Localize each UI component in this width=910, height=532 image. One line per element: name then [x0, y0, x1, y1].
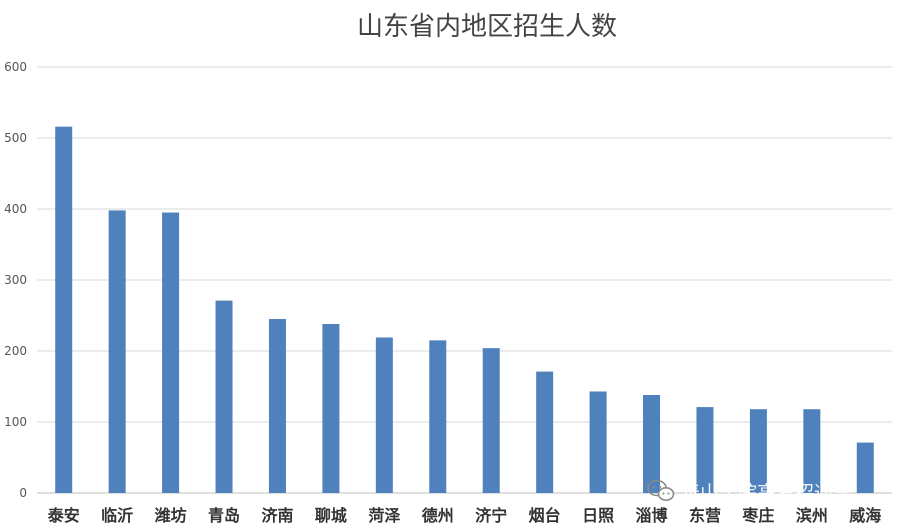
- bar: [55, 126, 73, 493]
- gridlines: [37, 66, 892, 494]
- bar: [749, 409, 767, 493]
- bar: [803, 409, 821, 493]
- bar: [643, 395, 661, 493]
- x-tick-label: 临沂: [101, 506, 133, 525]
- x-axis: 泰安 临沂 潍坊 青岛 济南 聊城 菏泽 德州 济宁 烟台 日照 淄博 东营 枣庄 滨州 威海: [47, 506, 882, 525]
- y-tick-label: 300: [4, 273, 27, 287]
- y-tick-label: 600: [4, 60, 27, 74]
- bar: [589, 391, 607, 493]
- y-tick-label: 200: [4, 344, 27, 358]
- x-tick-label: 聊城: [315, 506, 347, 525]
- x-tick-label: 德州: [422, 506, 454, 525]
- x-tick-label: 烟台: [529, 506, 561, 525]
- x-tick-label: 济南: [261, 506, 293, 525]
- y-axis: 0 100 200 300 400 500 600: [4, 60, 27, 500]
- x-tick-label: 滨州: [796, 506, 828, 525]
- x-tick-label: 日照: [582, 506, 614, 525]
- bar: [162, 212, 180, 494]
- bar: [696, 407, 714, 493]
- x-tick-label: 泰安: [47, 506, 80, 525]
- y-tick-label: 100: [4, 415, 27, 429]
- y-tick-label: 400: [4, 202, 27, 216]
- bar: [268, 319, 286, 493]
- bar: [856, 442, 874, 493]
- x-tick-label: 枣庄: [741, 506, 774, 525]
- x-tick-label: 东营: [689, 506, 721, 525]
- y-tick-label: 500: [4, 131, 27, 145]
- x-tick-label: 青岛: [208, 506, 240, 525]
- wechat-icon: [647, 479, 675, 501]
- bar: [108, 210, 126, 494]
- y-tick-label: 0: [19, 486, 27, 500]
- x-tick-label: 菏泽: [368, 506, 400, 525]
- bars: [55, 126, 874, 494]
- x-tick-label: 威海: [849, 506, 881, 525]
- bar: [322, 324, 340, 493]
- bar: [482, 348, 500, 493]
- watermark-text: 泰山学院高考招通车: [681, 482, 852, 504]
- x-tick-label: 济宁: [475, 506, 507, 525]
- x-tick-label: 潍坊: [155, 506, 187, 525]
- watermark: 泰山学院高考招通车: [647, 479, 852, 504]
- chart-title: 山东省内地区招生人数: [357, 12, 617, 42]
- bar: [536, 371, 554, 493]
- bar: [375, 337, 393, 493]
- bar: [429, 340, 447, 493]
- x-tick-label: 淄博: [636, 506, 668, 525]
- bar: [215, 300, 233, 493]
